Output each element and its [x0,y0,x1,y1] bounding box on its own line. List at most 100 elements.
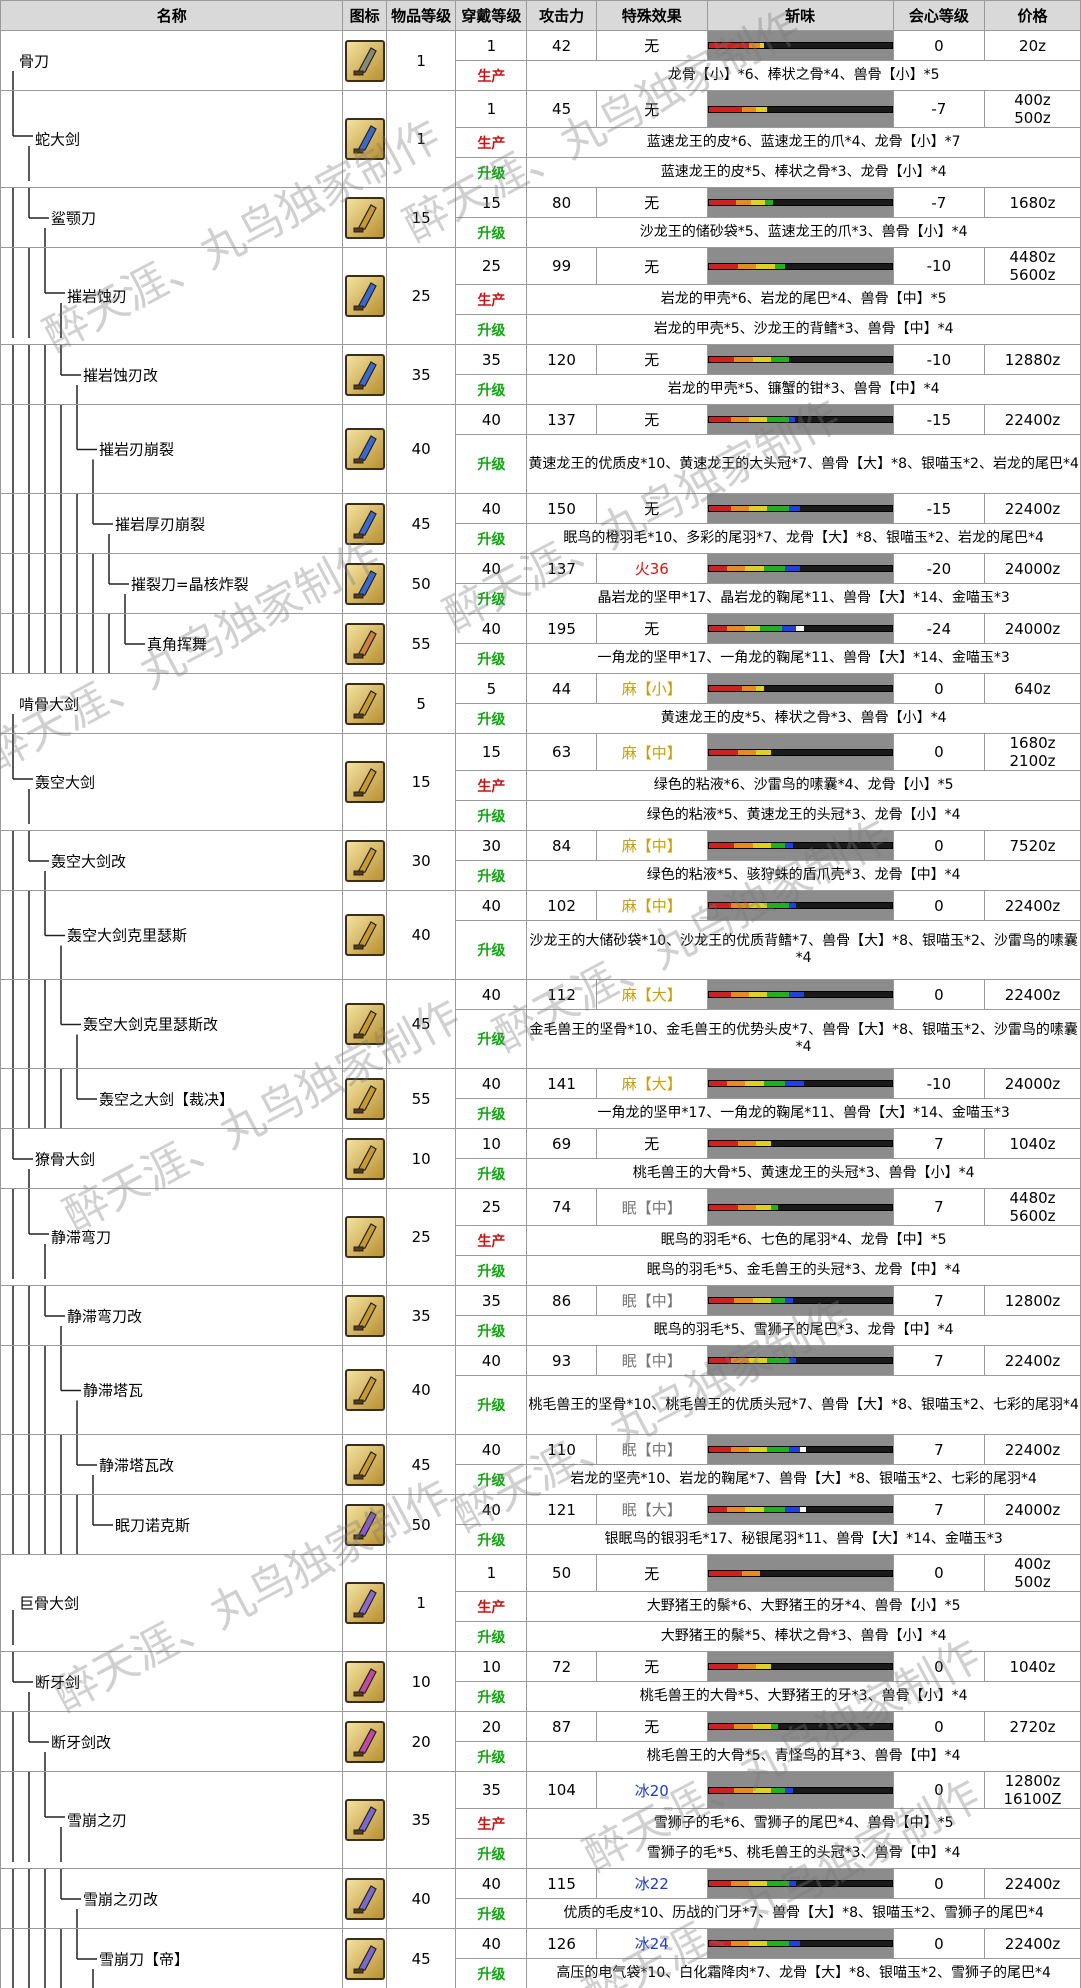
weapon-material-row: 升级 眠鸟的橙羽毛*10、多彩的尾羽*7、龙骨【大】*8、银喵玉*2、岩龙的尾巴*… [1,523,1081,554]
sharpness-segment [748,1941,768,1946]
material-type: 升级 [455,800,528,831]
weapon-name: 獠骨大剑 [35,1150,96,1168]
sharpness-segment [745,566,764,571]
price-line: 22400z [1004,896,1061,915]
header-row: 名称 图标 物品等级 穿戴等级 攻击力 特殊效果 斩味 会心等级 价格 [0,0,1081,31]
tree-connector [12,1189,49,1279]
weapon-special-effect: 无 [595,187,708,218]
material-list: 绿色的粘液*5、骇狩蛛的盾爪壳*3、龙骨【中】*4 [526,860,1081,891]
sharpness-segment [765,200,773,205]
rock-blade-icon [344,428,385,470]
weapon-price: 22400z [984,1345,1081,1376]
material-type: 生产 [455,284,528,315]
weapon-wear-level: 40 [455,1434,528,1465]
sharpness-segment [756,686,764,691]
weapon-name: 静滞塔瓦 [83,1381,144,1400]
sharpness-segment [796,626,804,631]
weapon-icon-cell [342,30,387,91]
weapon-name: 摧岩蚀刃 [67,287,128,306]
weapon-icon-cell [342,1188,387,1286]
weapon-name: 雪崩刀【帝】 [99,1950,190,1968]
weapon-affinity: -7 [892,187,986,218]
price-line: 500z [1014,1573,1051,1591]
material-type: 升级 [455,1255,528,1286]
weapon-attack: 110 [526,1434,597,1465]
special-effect-text: 麻【中】 [621,837,682,855]
material-list: 眠鸟的羽毛*6、七色的尾羽*4、龙骨【中】*5 [526,1225,1081,1256]
price-line: 22400z [1004,1874,1061,1893]
weapon-material-row: 升级 眠鸟的羽毛*5、雪狮子的尾巴*3、龙骨【中】*4 [1,1315,1081,1346]
weapon-name-cell: 摧裂刀=晶核炸裂 [0,553,344,614]
special-effect-text: 无 [644,620,660,638]
weapon-special-effect: 无 [595,404,708,435]
weapon-affinity: -24 [892,613,986,644]
material-list: 沙龙王的大储砂袋*10、沙龙王的优质背鳍*7、兽骨【大】*8、银喵玉*2、沙雷鸟… [526,920,1081,980]
price-line: 16100Z [1003,1790,1062,1808]
material-list: 绿色的粘液*5、黄速龙王的头冠*3、龙骨【小】*4 [526,800,1081,831]
weapon-stat-row: 眠刀诺克斯 50 40 121 眠【大】 7 24000z [0,1494,1081,1555]
weapon-stat-row: 断牙剑 10 10 72 无 0 1040z [0,1651,1081,1712]
weapon-stat-row: 轰空之大剑【裁决】 55 40 141 麻【大】 -10 24000z [0,1068,1081,1129]
header-rarity: 物品等级 [385,0,457,31]
weapon-wear-level: 30 [455,830,528,861]
material-list: 大野猪王的鬃*5、棒状之骨*3、兽骨【小】*4 [526,1621,1081,1652]
weapon-wear-level: 10 [455,1128,528,1159]
broken-fang-blade-icon [344,1720,385,1763]
weapon-icon-cell [342,404,387,494]
weapon-material-row: 升级 金毛兽王的坚骨*10、金毛兽王的优势头皮*7、兽骨【大】*8、银喵玉*2、沙… [1,1009,1081,1069]
weapon-price: 24000z [984,553,1081,584]
weapon-icon-cell [342,890,387,980]
sharpness-bar [708,1446,893,1453]
weapon-sharpness [706,1345,894,1376]
material-list: 岩龙的甲壳*6、岩龙的尾巴*4、兽骨【中】*5 [526,284,1081,315]
weapon-wear-level: 35 [455,1771,528,1809]
tree-connector [12,1286,65,1345]
sharpness-segment [789,992,804,997]
weapon-sharpness [706,1128,894,1159]
special-effect-text: 无 [644,100,660,119]
material-type: 升级 [455,920,528,980]
weapon-sharpness [706,673,894,704]
weapon-material-row: 升级 晶岩龙的坚甲*17、晶岩龙的鞠尾*11、兽骨【大】*14、金喵玉*3 [1,583,1081,614]
weapon-stat-row: 雪崩之刃改 40 40 115 冰22 0 22400z [0,1868,1081,1929]
weapon-rarity: 45 [385,1434,457,1495]
weapon-name-cell: 蛇大剑 [0,90,344,188]
sharpness-segment [708,992,731,997]
special-effect-text: 无 [644,1658,660,1676]
weapon-rarity: 50 [385,553,457,614]
weapon-rarity: 45 [385,493,457,554]
sharpness-bar [708,1140,893,1147]
weapon-wear-level: 1 [455,90,528,128]
sharpness-segment [770,843,786,848]
material-list: 黄速龙王的优质皮*10、黄速龙王的大头冠*7、兽骨【大】*8、银喵玉*2、岩龙的… [526,434,1081,494]
weapon-name: 静滞塔瓦改 [99,1456,175,1474]
sky-blade-icon [344,1003,385,1045]
weapon-attack: 50 [526,1554,597,1592]
price-line: 22400z [1004,1440,1061,1459]
sharpness-segment [708,1081,727,1086]
sharpness-segment [756,1664,771,1669]
special-effect-text: 无 [644,351,660,369]
header-affinity: 会心等级 [892,0,986,31]
price-line: 2100z [1009,752,1056,770]
weapon-icon-cell [342,1128,387,1189]
weapon-wear-level: 20 [455,1711,528,1742]
weapon-stat-row: 摧岩刃崩裂 40 40 137 无 -15 22400z [0,404,1081,494]
sleep-blade-icon [344,1369,385,1411]
weapon-name-cell: 真角挥舞 [0,613,344,674]
weapon-icon-cell [342,1494,387,1555]
price-line: 1680z [1009,734,1056,753]
weapon-icon-cell [342,493,387,554]
price-line: 24000z [1004,559,1061,578]
sharpness-segment [730,417,749,422]
weapon-icon-cell [342,1434,387,1495]
special-effect-text: 无 [644,257,660,276]
sharpness-segment [730,1358,749,1363]
weapon-special-effect: 冰20 [595,1771,708,1809]
sharpness-bar [708,262,893,270]
material-list: 银眠鸟的银羽毛*17、秘银尾羽*11、兽骨【大】*14、金喵玉*3 [526,1524,1081,1555]
material-type: 升级 [455,703,528,734]
weapon-name: 蛇大剑 [35,130,81,149]
weapon-rarity: 55 [385,1068,457,1129]
weapon-attack: 115 [526,1868,597,1899]
